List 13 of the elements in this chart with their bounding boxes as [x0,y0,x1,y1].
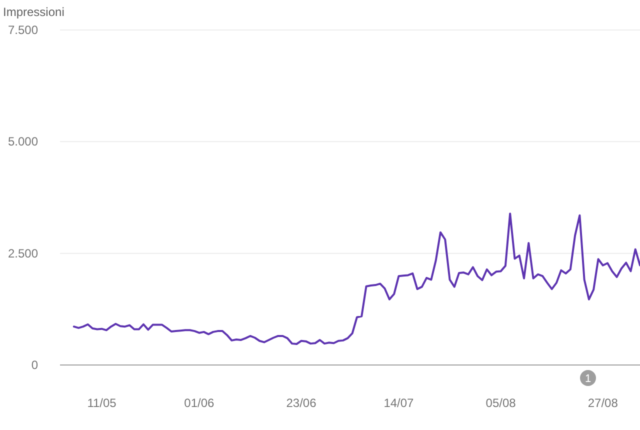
y-tick-label: 2.500 [8,246,38,260]
x-tick-label: 27/08 [588,396,618,410]
y-tick-label: 5.000 [8,134,38,149]
x-tick-label: 05/08 [486,396,516,410]
x-tick-label: 23/06 [286,396,317,410]
y-tick-label: 0 [31,358,38,372]
line-series [72,212,640,346]
text: 1 [584,373,592,385]
x-tick-label: 14/07 [384,396,414,410]
y-axis-title: Impressioni [3,5,64,19]
x-tick-label: 01/06 [184,396,215,410]
y-tick-label: 7.500 [8,23,38,37]
x-tick-label: 11/05 [87,396,117,410]
